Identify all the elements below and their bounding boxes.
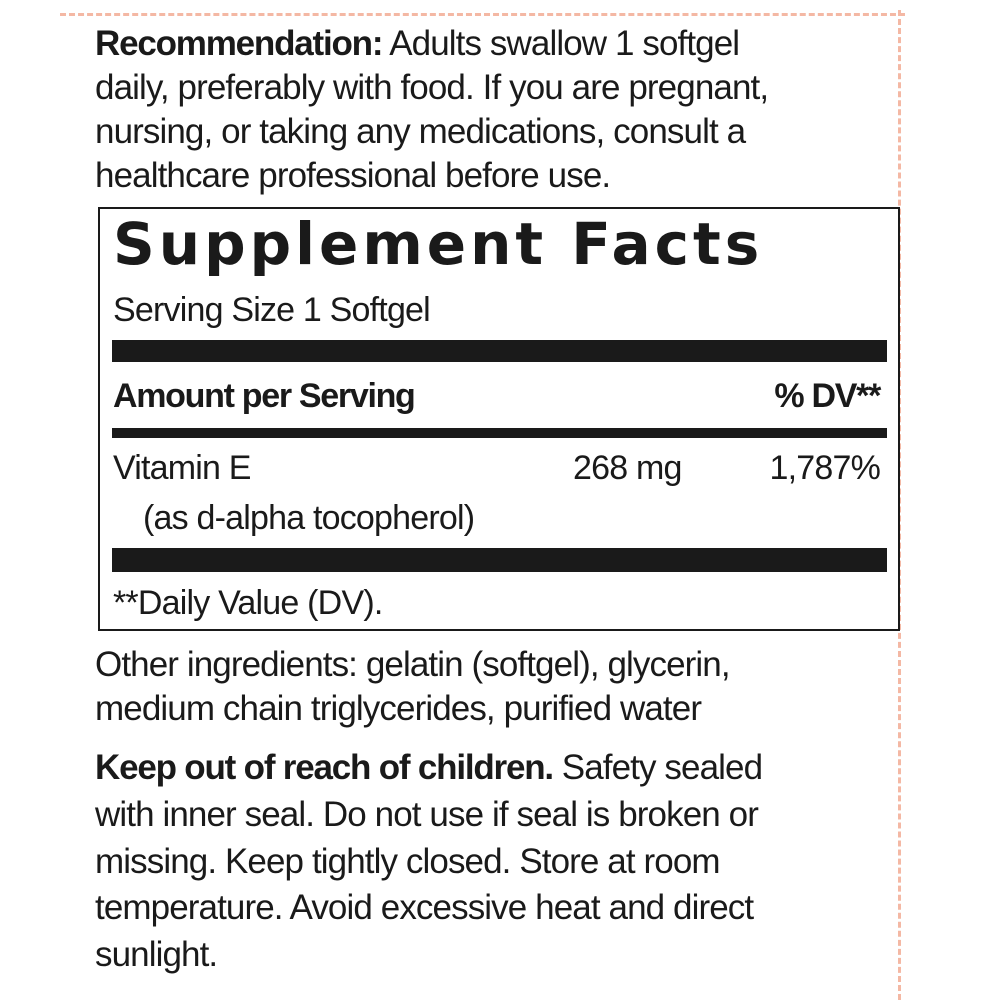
text: Adults swallow 1 softgel: [389, 24, 740, 63]
other-ingredients-line: medium chain triglycerides, purified wat…: [95, 689, 702, 728]
serving-size: Serving Size 1 Softgel: [113, 291, 431, 329]
warning-line: temperature. Avoid excessive heat and di…: [95, 888, 754, 927]
text: Safety sealed: [561, 748, 763, 787]
recommendation-line: daily, preferably with food. If you are …: [95, 68, 769, 107]
nutrient-name: Vitamin E: [113, 449, 251, 487]
supplement-facts-title: Supplement Facts: [113, 210, 764, 278]
thick-divider: [112, 548, 887, 572]
warning-line: sunlight.: [95, 935, 218, 974]
thick-divider: [112, 340, 887, 362]
recommendation-line: Recommendation: Adults swallow 1 softgel: [95, 24, 740, 64]
recommendation-line: nursing, or taking any medications, cons…: [95, 112, 746, 151]
dv-header: % DV**: [774, 377, 881, 415]
recommendation-line: healthcare professional before use.: [95, 156, 611, 195]
footnote: **Daily Value (DV).: [113, 584, 383, 622]
nutrient-amount: 268 mg: [573, 449, 682, 487]
warning-label: Keep out of reach of children.: [95, 748, 554, 787]
other-ingredients-line: Other ingredients: gelatin (softgel), gl…: [95, 645, 731, 684]
cut-guide-top: [60, 13, 905, 16]
warning-line: missing. Keep tightly closed. Store at r…: [95, 842, 721, 881]
warning-line: with inner seal. Do not use if seal is b…: [95, 795, 759, 834]
nutrient-dv: 1,787%: [769, 449, 880, 487]
recommendation-label: Recommendation:: [95, 24, 384, 63]
divider: [112, 428, 887, 438]
nutrient-source: (as d-alpha tocopherol): [143, 499, 475, 537]
warning-line: Keep out of reach of children. Safety se…: [95, 748, 763, 788]
amount-header: Amount per Serving: [113, 377, 416, 415]
supplement-facts-panel: [98, 207, 900, 631]
